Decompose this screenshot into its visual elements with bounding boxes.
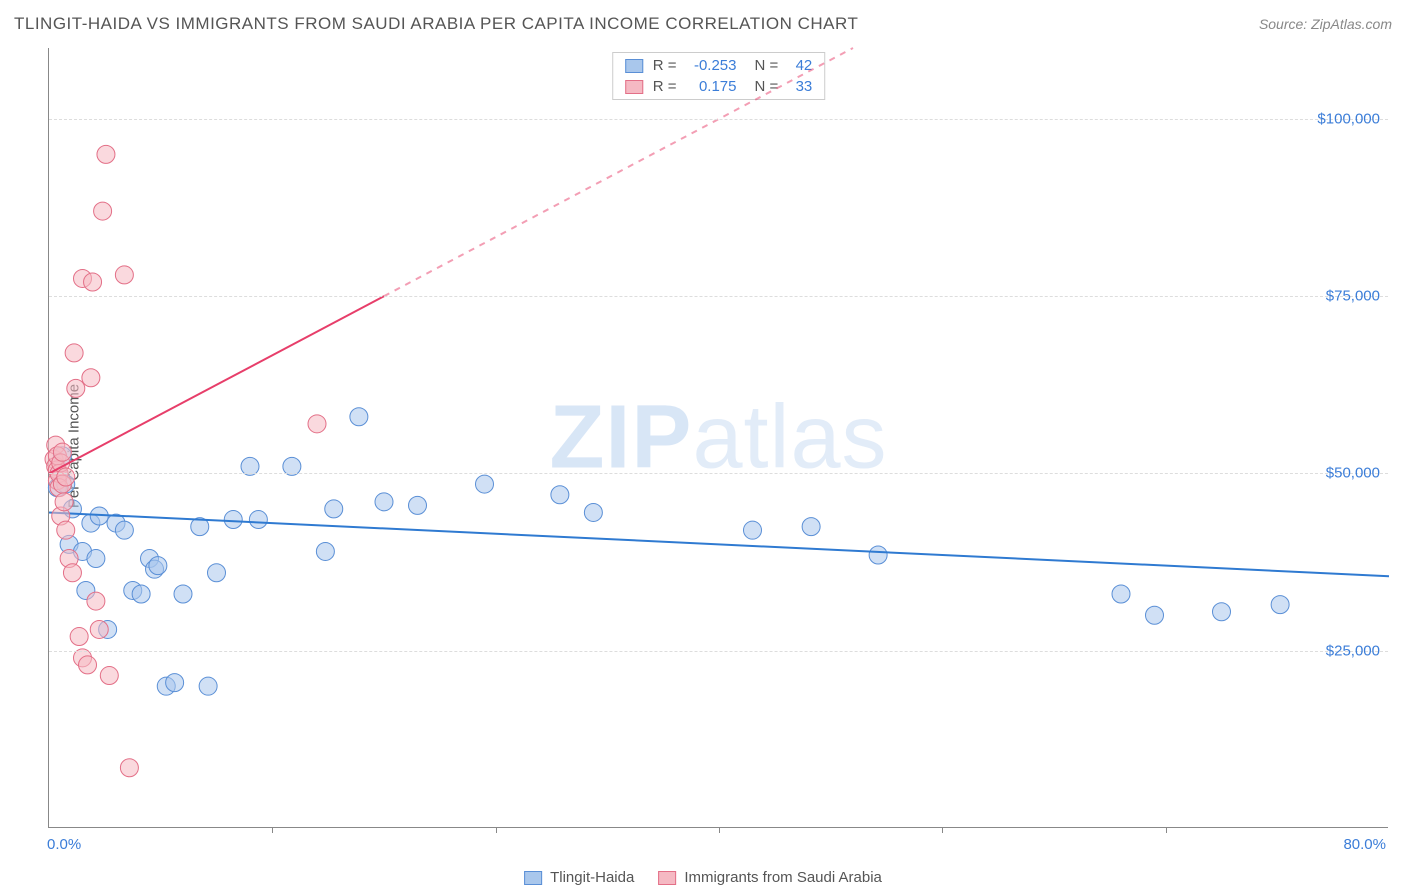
legend-item-tlingit: Tlingit-Haida: [524, 869, 634, 886]
x-minor-tick: [942, 827, 943, 833]
scatter-point-saudi: [84, 273, 102, 291]
x-minor-tick: [496, 827, 497, 833]
scatter-point-tlingit: [551, 486, 569, 504]
scatter-point-tlingit: [375, 493, 393, 511]
scatter-point-tlingit: [316, 542, 334, 560]
scatter-point-saudi: [55, 493, 73, 511]
scatter-point-saudi: [87, 592, 105, 610]
scatter-point-tlingit: [132, 585, 150, 603]
y-tick-label: $100,000: [1317, 110, 1380, 127]
x-tick-label: 80.0%: [1343, 836, 1386, 853]
x-minor-tick: [1166, 827, 1167, 833]
scatter-point-tlingit: [802, 518, 820, 536]
scatter-point-tlingit: [350, 408, 368, 426]
scatter-point-tlingit: [208, 564, 226, 582]
scatter-point-saudi: [67, 379, 85, 397]
scatter-point-tlingit: [476, 475, 494, 493]
chart-title: TLINGIT-HAIDA VS IMMIGRANTS FROM SAUDI A…: [14, 14, 858, 34]
scatter-point-tlingit: [584, 503, 602, 521]
scatter-point-tlingit: [325, 500, 343, 518]
x-minor-tick: [719, 827, 720, 833]
scatter-point-tlingit: [409, 496, 427, 514]
trend-line-saudi: [49, 296, 384, 473]
scatter-point-tlingit: [199, 677, 217, 695]
scatter-point-tlingit: [166, 674, 184, 692]
scatter-point-saudi: [57, 521, 75, 539]
legend-series: Tlingit-Haida Immigrants from Saudi Arab…: [524, 869, 882, 886]
x-minor-tick: [272, 827, 273, 833]
scatter-point-tlingit: [1271, 596, 1289, 614]
legend-label-tlingit: Tlingit-Haida: [550, 869, 634, 886]
x-tick-label: 0.0%: [47, 836, 81, 853]
scatter-point-saudi: [94, 202, 112, 220]
scatter-point-saudi: [115, 266, 133, 284]
scatter-point-tlingit: [87, 550, 105, 568]
scatter-point-saudi: [63, 564, 81, 582]
trend-line-tlingit: [49, 512, 1389, 576]
scatter-point-tlingit: [149, 557, 167, 575]
y-tick-label: $75,000: [1326, 288, 1380, 305]
scatter-point-saudi: [308, 415, 326, 433]
chart-plot-area: ZIPatlas R = -0.253 N = 42 R = 0.175 N =…: [48, 48, 1388, 828]
scatter-point-tlingit: [115, 521, 133, 539]
scatter-point-saudi: [100, 667, 118, 685]
scatter-point-saudi: [70, 628, 88, 646]
scatter-point-saudi: [57, 468, 75, 486]
y-tick-label: $25,000: [1326, 642, 1380, 659]
gridline: [49, 651, 1388, 652]
scatter-point-saudi: [82, 369, 100, 387]
gridline: [49, 473, 1388, 474]
legend-label-saudi: Immigrants from Saudi Arabia: [684, 869, 882, 886]
header: TLINGIT-HAIDA VS IMMIGRANTS FROM SAUDI A…: [14, 14, 1392, 34]
scatter-point-saudi: [90, 620, 108, 638]
scatter-point-tlingit: [1112, 585, 1130, 603]
scatter-point-saudi: [65, 344, 83, 362]
scatter-point-saudi: [97, 145, 115, 163]
scatter-point-tlingit: [1146, 606, 1164, 624]
scatter-point-saudi: [120, 759, 138, 777]
scatter-point-saudi: [79, 656, 97, 674]
scatter-point-tlingit: [174, 585, 192, 603]
scatter-point-saudi: [53, 443, 71, 461]
scatter-point-tlingit: [744, 521, 762, 539]
swatch-tlingit: [524, 871, 542, 885]
scatter-point-tlingit: [224, 511, 242, 529]
trend-line-dash-saudi: [384, 48, 853, 296]
scatter-point-tlingit: [249, 511, 267, 529]
legend-item-saudi: Immigrants from Saudi Arabia: [658, 869, 882, 886]
scatter-svg: [49, 48, 1388, 827]
gridline: [49, 296, 1388, 297]
y-tick-label: $50,000: [1326, 465, 1380, 482]
swatch-saudi: [658, 871, 676, 885]
gridline: [49, 119, 1388, 120]
scatter-point-tlingit: [869, 546, 887, 564]
source-attribution: Source: ZipAtlas.com: [1259, 16, 1392, 32]
scatter-point-tlingit: [1213, 603, 1231, 621]
